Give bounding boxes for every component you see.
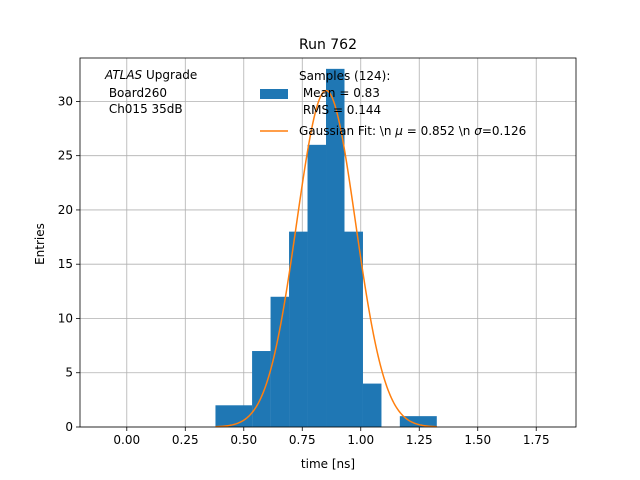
- y-axis-label: Entries: [33, 223, 47, 265]
- legend-gaussian-sigma-text: =0.126: [482, 124, 526, 138]
- legend-histogram-line-2: Mean = 0.83: [299, 86, 380, 100]
- x-tick-label: 0.25: [172, 433, 199, 447]
- histogram-bar: [307, 144, 327, 427]
- histogram-bars: [215, 68, 437, 428]
- gaussian-curve-layer: [215, 89, 437, 428]
- plot-frame: [79, 57, 577, 428]
- x-tick-label: 0.00: [113, 433, 140, 447]
- annotation-atlas: ATLAS: [104, 68, 143, 82]
- gaussian-fit-line: [215, 89, 437, 428]
- y-tick-label: 15: [58, 257, 73, 271]
- histogram-bar: [362, 383, 382, 427]
- annotation-line-3: Ch015 35dB: [105, 102, 183, 116]
- x-tick-label: 1.75: [523, 433, 550, 447]
- annotation-upgrade: Upgrade: [142, 68, 197, 82]
- y-tick-label: 5: [65, 366, 73, 380]
- x-tick-label: 1.25: [406, 433, 433, 447]
- y-tick-label: 20: [58, 203, 73, 217]
- legend-gaussian-prefix: Gaussian Fit: \n: [299, 124, 395, 138]
- y-tick-label: 10: [58, 311, 73, 325]
- legend-histogram-line-3: RMS = 0.144: [299, 103, 381, 117]
- atlas-annotation: ATLAS Upgrade Board260 Ch015 35dB: [104, 68, 197, 116]
- legend-gaussian-sigma: σ: [474, 124, 482, 138]
- histogram-bar: [326, 68, 345, 428]
- histogram-bar: [270, 296, 290, 427]
- histogram-bar: [289, 231, 308, 427]
- x-axis-label: time [ns]: [301, 457, 355, 471]
- x-tick-label: 1.00: [347, 433, 374, 447]
- legend-gaussian-label: Gaussian Fit: \n μ = 0.852 \n σ=0.126: [299, 124, 526, 138]
- legend-gaussian-mu: μ: [394, 124, 403, 138]
- y-tick-label: 25: [58, 149, 73, 163]
- chart-title: Run 762: [299, 37, 357, 53]
- legend-gaussian-mu-text: = 0.852 \n: [403, 124, 474, 138]
- annotation-line-1: ATLAS Upgrade: [104, 68, 197, 82]
- legend: Samples (124): Mean = 0.83 RMS = 0.144 G…: [260, 69, 526, 138]
- y-tick-label: 30: [58, 94, 73, 108]
- histogram-bar: [399, 416, 437, 427]
- legend-histogram-line-1: Samples (124):: [299, 69, 390, 83]
- histogram-bar: [252, 351, 271, 427]
- x-tick-label: 0.75: [289, 433, 316, 447]
- x-tick-label: 1.50: [464, 433, 491, 447]
- x-tick-label: 0.50: [230, 433, 257, 447]
- axis-ticks: 0.00 0.25 0.50 0.75 1.00 1.25 1.50 1.75 0 5 10 15 20…: [58, 94, 550, 447]
- histogram-bar: [344, 231, 363, 427]
- y-tick-label: 0: [65, 420, 73, 434]
- legend-histogram-swatch: [260, 89, 288, 99]
- annotation-line-2: Board260: [105, 86, 167, 100]
